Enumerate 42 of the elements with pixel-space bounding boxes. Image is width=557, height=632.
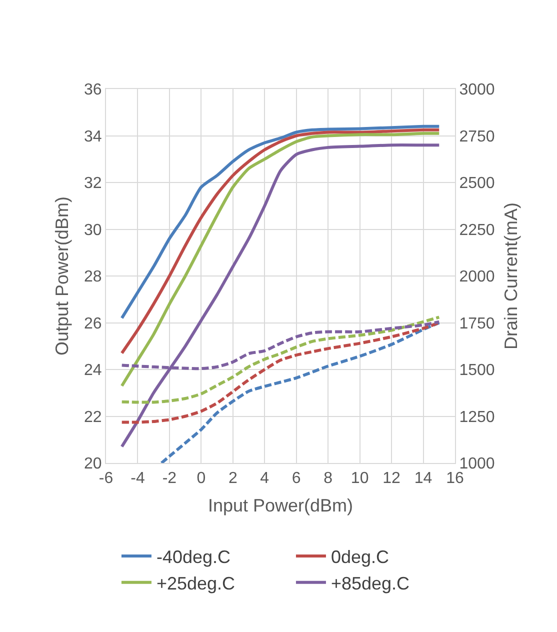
- y2-tick-label: 3000: [459, 82, 495, 99]
- y-tick-label: 28: [84, 268, 102, 286]
- x-tick-label: -2: [162, 470, 177, 488]
- line-series: [120, 144, 441, 448]
- y-tick-label: 34: [84, 128, 102, 146]
- y2-tick-label: 2250: [459, 222, 495, 239]
- y-tick-label: 20: [84, 456, 102, 473]
- x-tick-label: 14: [414, 470, 432, 488]
- x-tick-label: -4: [130, 470, 145, 488]
- line-series: [120, 321, 441, 424]
- legend-label: 0deg.C: [330, 547, 390, 568]
- x-tick-label: 2: [228, 470, 238, 488]
- line-series: [160, 321, 441, 463]
- y2-tick-label: 1750: [459, 315, 495, 332]
- y2-tick-label: 2750: [459, 128, 495, 146]
- y-tick-label: 24: [84, 362, 102, 380]
- x-tick-label: 16: [446, 470, 464, 488]
- x-tick-label: 10: [350, 470, 369, 488]
- y-tick-label: 36: [84, 82, 102, 99]
- legend-label: -40deg.C: [156, 547, 231, 568]
- y2-tick-label: 2500: [459, 175, 495, 192]
- x-tick-label: 8: [324, 470, 333, 488]
- y-tick-label: 22: [84, 408, 102, 426]
- x-tick-label: 6: [292, 470, 301, 488]
- y2-axis-title: Drain Current(mA): [500, 202, 521, 350]
- y-tick-label: 30: [84, 222, 102, 239]
- x-tick-label: 12: [382, 470, 401, 488]
- y-axis-title: Output Power(dBm): [52, 196, 72, 356]
- line-series: [120, 124, 441, 320]
- x-tick-label: 4: [260, 470, 270, 488]
- legend-label: +25deg.C: [156, 573, 236, 594]
- y2-tick-label: 1500: [459, 362, 495, 380]
- x-axis-title: Input Power(dBm): [208, 495, 354, 516]
- y-tick-label: 32: [84, 175, 102, 192]
- x-tick-label: 0: [196, 470, 206, 488]
- y2-tick-label: 1250: [459, 408, 495, 426]
- y-tick-label: 26: [84, 315, 102, 332]
- x-tick-label: -6: [98, 470, 114, 488]
- line-series: [120, 316, 441, 404]
- y2-tick-label: 1000: [459, 456, 495, 473]
- legend-label: +85deg.C: [330, 573, 410, 594]
- y2-tick-label: 2000: [459, 268, 495, 286]
